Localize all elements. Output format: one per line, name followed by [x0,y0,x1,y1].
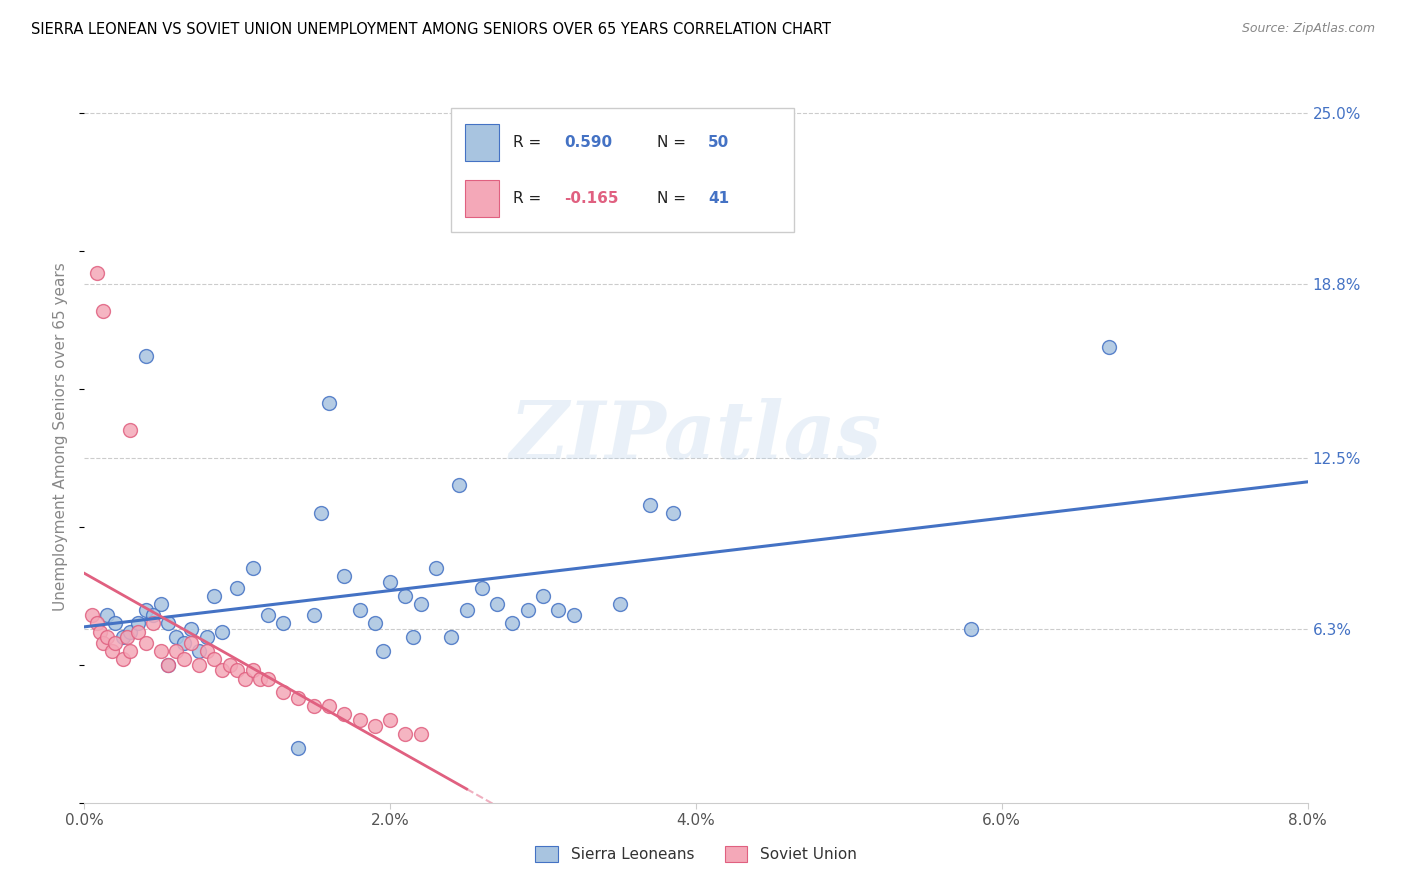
Text: SIERRA LEONEAN VS SOVIET UNION UNEMPLOYMENT AMONG SENIORS OVER 65 YEARS CORRELAT: SIERRA LEONEAN VS SOVIET UNION UNEMPLOYM… [31,22,831,37]
Point [165,630,187,644]
Point [409,597,432,611]
Point [547,602,569,616]
Point [960,622,983,636]
Point [91,636,114,650]
Point [135,602,157,616]
Point [318,699,340,714]
Point [371,644,394,658]
Point [188,657,211,672]
Point [302,608,325,623]
Point [111,652,134,666]
Point [516,602,538,616]
Text: ZIPatlas: ZIPatlas [510,399,882,475]
Point [394,589,416,603]
Point [486,597,509,611]
Point [135,636,157,650]
Point [609,597,631,611]
Point [364,616,387,631]
Point [349,713,371,727]
Point [142,608,165,623]
Point [257,608,280,623]
Point [531,589,554,603]
Point [165,644,187,658]
Point [380,574,402,589]
Point [242,561,264,575]
Point [333,569,356,583]
Point [202,589,225,603]
Point [120,624,142,639]
Point [456,602,478,616]
Point [101,644,124,658]
Point [111,630,134,644]
Point [471,581,494,595]
Text: Source: ZipAtlas.com: Source: ZipAtlas.com [1241,22,1375,36]
Point [104,616,127,631]
Point [242,663,264,677]
Point [318,395,340,409]
Point [86,616,108,631]
Point [1098,340,1121,354]
Point [409,727,432,741]
Y-axis label: Unemployment Among Seniors over 65 years: Unemployment Among Seniors over 65 years [53,263,69,611]
Point [311,506,333,520]
Point [115,630,138,644]
Point [333,707,356,722]
Point [96,608,118,623]
Point [149,644,172,658]
Point [135,349,157,363]
Point [211,663,233,677]
Point [562,608,585,623]
Point [218,657,240,672]
Point [173,652,195,666]
Point [157,657,180,672]
Point [271,685,294,699]
Point [349,602,371,616]
Point [188,644,211,658]
Point [440,630,463,644]
Point [226,581,249,595]
Point [662,506,685,520]
Point [142,616,165,631]
Point [96,630,118,644]
Point [425,561,447,575]
Point [173,636,195,650]
Point [89,624,111,639]
Point [202,652,225,666]
Point [380,713,402,727]
Point [180,622,202,636]
Point [127,616,149,631]
Point [104,636,127,650]
Point [287,690,309,705]
Point [394,727,416,741]
Point [127,624,149,639]
Point [226,663,249,677]
Point [149,597,172,611]
Point [364,718,387,732]
Point [120,644,142,658]
Point [257,672,280,686]
Point [447,478,470,492]
Point [233,672,256,686]
Point [271,616,294,631]
Point [86,266,108,280]
Point [157,616,180,631]
Point [157,657,180,672]
Point [402,630,425,644]
Point [211,624,233,639]
Legend: Sierra Leoneans, Soviet Union: Sierra Leoneans, Soviet Union [529,840,863,868]
Point [302,699,325,714]
Point [502,616,524,631]
Point [287,740,309,755]
Point [638,498,661,512]
Point [180,636,202,650]
Point [120,423,142,437]
Point [249,672,271,686]
Point [195,644,218,658]
Point [91,304,114,318]
Point [195,630,218,644]
Point [80,608,103,623]
